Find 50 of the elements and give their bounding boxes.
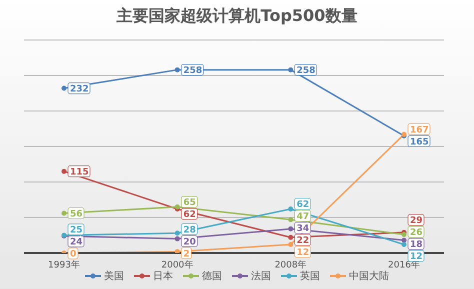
data-label: 258 xyxy=(296,66,316,76)
legend-label: 日本 xyxy=(152,270,173,283)
legend-label: 中国大陆 xyxy=(348,270,389,283)
point xyxy=(174,67,180,72)
data-label: 165 xyxy=(410,137,429,148)
data-label: 2 xyxy=(183,249,190,260)
point xyxy=(402,242,406,247)
chart-title: 主要国家超级计算机Top500数量 xyxy=(116,5,358,27)
data-label: 24 xyxy=(70,238,83,248)
data-label: 258 xyxy=(183,66,202,76)
legend-label: 法国 xyxy=(250,270,271,283)
data-label: 12 xyxy=(410,252,423,262)
data-label: 25 xyxy=(70,226,83,236)
data-label: 18 xyxy=(410,240,423,250)
legend-label: 美国 xyxy=(103,270,124,283)
data-label: 62 xyxy=(183,210,196,220)
point xyxy=(174,236,180,242)
data-label: 62 xyxy=(296,200,310,210)
data-label: 20 xyxy=(183,237,196,248)
point xyxy=(288,242,294,247)
legend-label: 英国 xyxy=(299,270,320,283)
data-label: 115 xyxy=(70,168,89,178)
point xyxy=(62,86,66,91)
point xyxy=(174,230,180,236)
point xyxy=(62,168,66,174)
data-label: 167 xyxy=(410,125,429,136)
x-tick-label: 1993年 xyxy=(48,259,80,270)
x-tick-label: 2008年 xyxy=(274,259,307,270)
data-label: 56 xyxy=(70,209,83,220)
data-label: 29 xyxy=(410,216,423,226)
point xyxy=(288,226,294,232)
x-tick-label: 2000年 xyxy=(161,259,194,270)
point xyxy=(288,217,294,222)
data-label: 34 xyxy=(296,224,310,234)
data-label: 22 xyxy=(296,236,310,246)
data-label: 232 xyxy=(70,84,89,94)
data-label: 47 xyxy=(296,212,310,222)
data-label: 12 xyxy=(296,248,310,258)
point xyxy=(402,238,406,243)
data-label: 0 xyxy=(70,250,76,260)
point xyxy=(174,249,180,253)
point xyxy=(288,234,294,240)
data-label: 26 xyxy=(410,228,423,238)
data-label: 28 xyxy=(183,225,196,236)
point xyxy=(402,232,406,238)
point xyxy=(288,67,294,72)
data-label: 65 xyxy=(183,198,196,208)
point xyxy=(62,210,66,216)
legend-label: 德国 xyxy=(201,270,222,283)
point xyxy=(288,206,294,212)
